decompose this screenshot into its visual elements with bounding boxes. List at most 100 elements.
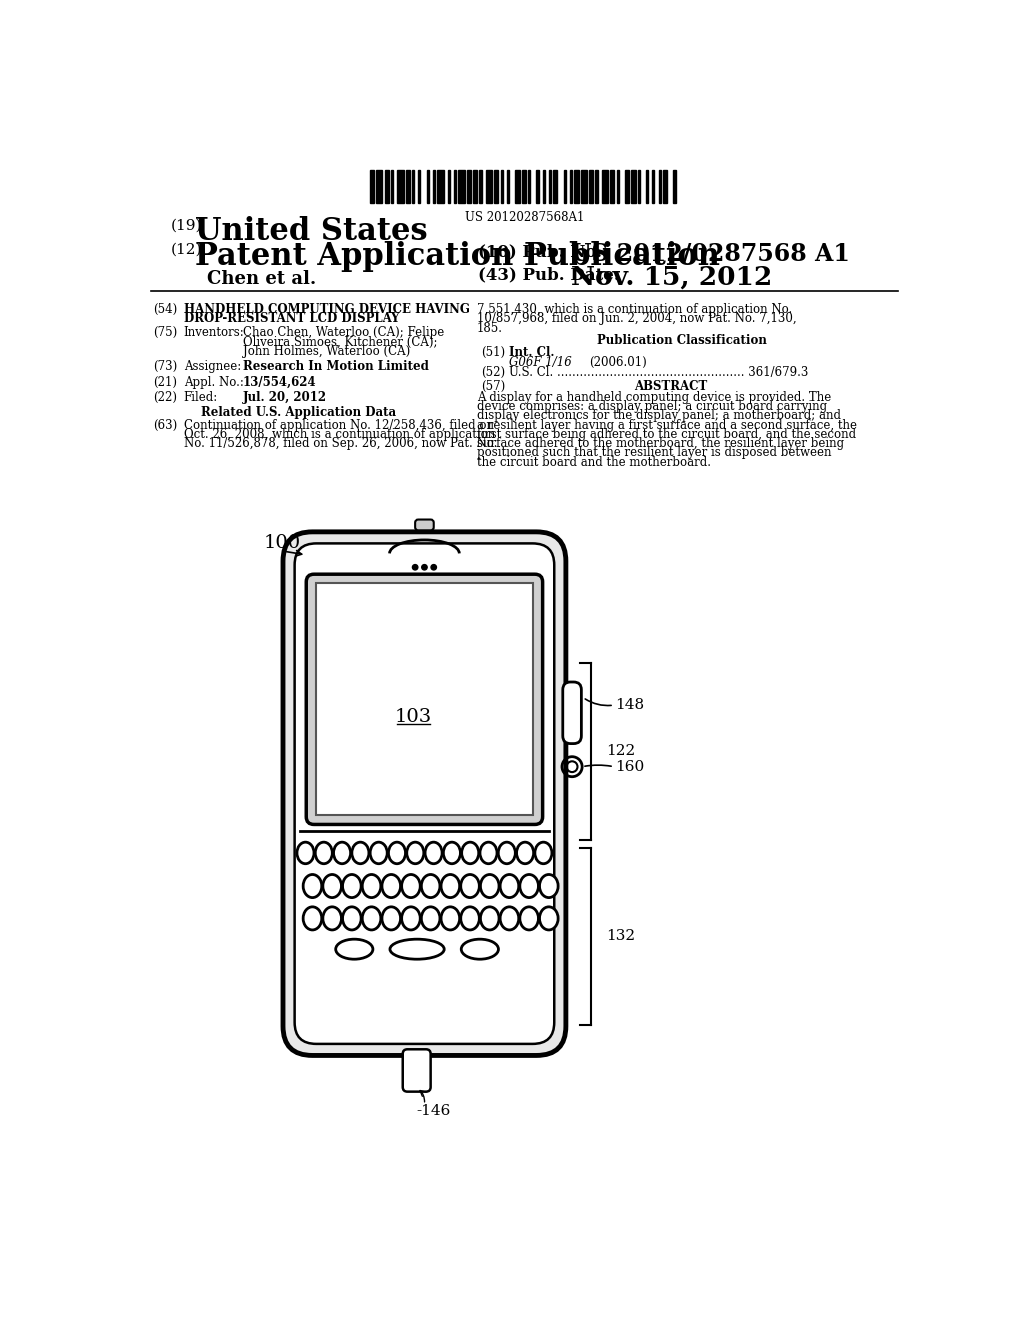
Text: US 2012/0287568 A1: US 2012/0287568 A1: [571, 242, 850, 265]
Text: A display for a handheld computing device is provided. The: A display for a handheld computing devic…: [477, 391, 831, 404]
Bar: [663, 170, 668, 203]
Bar: [515, 170, 519, 203]
Bar: [632, 170, 636, 203]
Ellipse shape: [500, 875, 519, 898]
Bar: [427, 170, 429, 203]
Text: (52): (52): [480, 367, 505, 379]
Text: 7,551,430, which is a continuation of application No.: 7,551,430, which is a continuation of ap…: [477, 304, 792, 317]
Bar: [528, 170, 530, 203]
Ellipse shape: [461, 907, 479, 929]
Bar: [433, 170, 435, 203]
Ellipse shape: [343, 875, 361, 898]
Ellipse shape: [315, 842, 333, 863]
Bar: [652, 170, 654, 203]
Ellipse shape: [382, 875, 400, 898]
Ellipse shape: [401, 907, 420, 929]
Ellipse shape: [336, 940, 373, 960]
Circle shape: [413, 565, 418, 570]
Bar: [543, 170, 545, 203]
FancyBboxPatch shape: [315, 583, 534, 816]
Text: Related U.S. Application Data: Related U.S. Application Data: [201, 407, 396, 420]
Bar: [507, 170, 509, 203]
Bar: [616, 170, 618, 203]
Bar: [479, 170, 481, 203]
Text: (63): (63): [153, 418, 177, 432]
FancyBboxPatch shape: [415, 520, 434, 531]
Text: U.S. Cl. .................................................. 361/679.3: U.S. Cl. ...............................…: [509, 367, 809, 379]
Text: (19): (19): [171, 218, 202, 232]
Text: Patent Application Publication: Patent Application Publication: [195, 240, 720, 272]
Text: G06F 1/16: G06F 1/16: [509, 355, 572, 368]
Text: Filed:: Filed:: [183, 391, 218, 404]
Text: Int. Cl.: Int. Cl.: [509, 346, 555, 359]
Bar: [437, 170, 443, 203]
FancyBboxPatch shape: [295, 544, 554, 1044]
Bar: [658, 170, 660, 203]
Ellipse shape: [401, 875, 420, 898]
Text: 100: 100: [263, 535, 301, 552]
Text: (51): (51): [480, 346, 505, 359]
Ellipse shape: [535, 842, 552, 863]
Bar: [391, 170, 393, 203]
FancyBboxPatch shape: [283, 532, 566, 1056]
Bar: [521, 170, 526, 203]
Ellipse shape: [425, 842, 442, 863]
Bar: [595, 170, 598, 203]
Bar: [467, 170, 471, 203]
Text: 122: 122: [606, 744, 636, 758]
Ellipse shape: [362, 875, 381, 898]
Ellipse shape: [388, 842, 406, 863]
Ellipse shape: [441, 907, 460, 929]
Text: (75): (75): [153, 326, 177, 339]
Bar: [646, 170, 648, 203]
Bar: [485, 170, 493, 203]
Bar: [459, 170, 465, 203]
Bar: [581, 170, 587, 203]
Text: (12): (12): [171, 243, 202, 257]
Text: Assignee:: Assignee:: [183, 360, 241, 374]
Text: (21): (21): [153, 376, 177, 388]
Ellipse shape: [461, 875, 479, 898]
Bar: [602, 170, 608, 203]
FancyBboxPatch shape: [563, 682, 582, 743]
Text: 13/554,624: 13/554,624: [243, 376, 316, 388]
Ellipse shape: [323, 875, 341, 898]
Text: (57): (57): [480, 380, 505, 393]
Text: Inventors:: Inventors:: [183, 326, 245, 339]
Text: HANDHELD COMPUTING DEVICE HAVING: HANDHELD COMPUTING DEVICE HAVING: [183, 304, 470, 317]
Ellipse shape: [520, 875, 539, 898]
Text: -146: -146: [417, 1104, 451, 1118]
Ellipse shape: [443, 842, 461, 863]
Bar: [549, 170, 551, 203]
Text: Nov. 15, 2012: Nov. 15, 2012: [571, 264, 772, 289]
Bar: [638, 170, 640, 203]
Bar: [455, 170, 457, 203]
Text: display electronics for the display panel; a motherboard; and: display electronics for the display pane…: [477, 409, 841, 422]
Bar: [574, 170, 579, 203]
Bar: [589, 170, 593, 203]
Ellipse shape: [461, 940, 499, 960]
Text: 103: 103: [394, 708, 431, 726]
Ellipse shape: [352, 842, 369, 863]
Ellipse shape: [520, 907, 539, 929]
Text: 132: 132: [606, 929, 635, 942]
Ellipse shape: [421, 875, 440, 898]
Bar: [625, 170, 629, 203]
Bar: [376, 170, 382, 203]
Text: Oliveira Simoes, Kitchener (CA);: Oliveira Simoes, Kitchener (CA);: [243, 335, 437, 348]
Text: Continuation of application No. 12/258,436, filed on: Continuation of application No. 12/258,4…: [183, 418, 494, 432]
Ellipse shape: [500, 907, 519, 929]
Ellipse shape: [480, 875, 499, 898]
Text: Oct. 26, 2008, which is a continuation of application: Oct. 26, 2008, which is a continuation o…: [183, 428, 495, 441]
Bar: [674, 170, 676, 203]
Text: DROP-RESISTANT LCD DISPLAY: DROP-RESISTANT LCD DISPLAY: [183, 313, 399, 326]
Circle shape: [422, 565, 427, 570]
Text: 185.: 185.: [477, 322, 503, 335]
Ellipse shape: [362, 907, 381, 929]
Ellipse shape: [516, 842, 534, 863]
Bar: [406, 170, 410, 203]
Ellipse shape: [303, 875, 322, 898]
Bar: [495, 170, 499, 203]
Bar: [385, 170, 389, 203]
Text: Appl. No.:: Appl. No.:: [183, 376, 244, 388]
